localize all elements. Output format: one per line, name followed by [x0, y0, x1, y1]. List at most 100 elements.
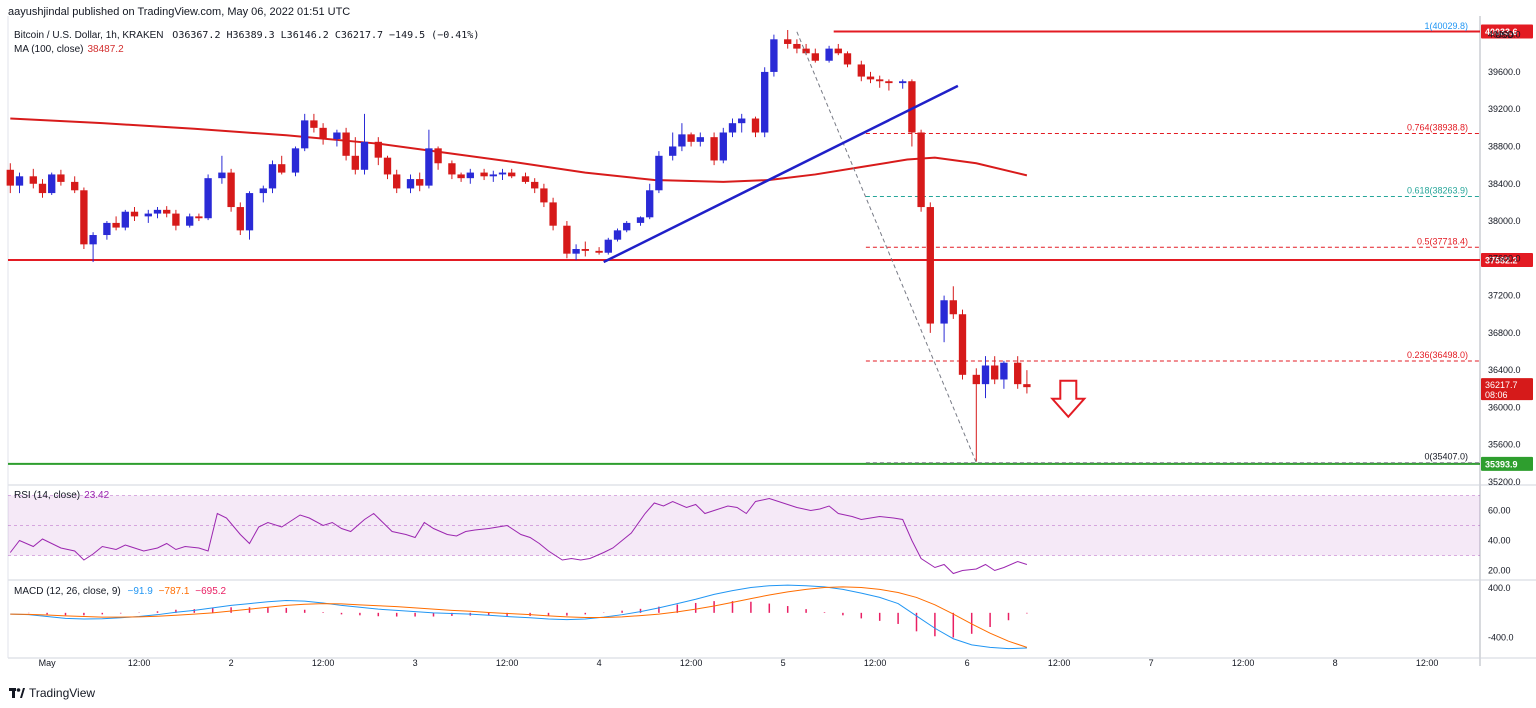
- time-tick-label: 2: [229, 658, 234, 668]
- candle-body: [991, 365, 999, 380]
- candle-body: [908, 81, 916, 133]
- tradingview-logo-icon: [9, 688, 25, 698]
- fib-level-label: 0(35407.0): [1424, 452, 1468, 462]
- candle-body: [130, 211, 139, 217]
- ma-value: 38487.2: [87, 44, 124, 55]
- time-tick-label: May: [39, 658, 57, 668]
- rsi-band: [8, 495, 1480, 556]
- time-tick-label: 6: [965, 658, 970, 668]
- candle-body: [434, 148, 442, 164]
- macd-legend: MACD (12, 26, close, 9) −91.9 −787.1 −69…: [14, 586, 226, 597]
- candle-body: [678, 134, 686, 147]
- time-tick-label: 12:00: [1416, 658, 1439, 668]
- macd-tick-label: -400.0: [1488, 633, 1514, 643]
- macd-value: −91.9: [127, 586, 153, 597]
- macd-hist-value: −695.2: [195, 586, 227, 597]
- publisher-line: aayushjindal published on TradingView.co…: [8, 6, 351, 18]
- candle-body: [121, 211, 129, 228]
- drawings-layer: [603, 31, 1087, 463]
- candle-body: [466, 172, 474, 179]
- candle-body: [623, 222, 631, 231]
- macd-signal-value: −787.1: [158, 586, 190, 597]
- candle-body: [802, 48, 810, 54]
- tradingview-footer[interactable]: TradingView: [9, 686, 95, 700]
- candle-body: [38, 183, 47, 194]
- rsi-legend: RSI (14, close) 23.42: [14, 490, 109, 501]
- time-tick-label: 12:00: [680, 658, 703, 668]
- candle-body: [876, 79, 884, 82]
- candle-body: [301, 120, 309, 149]
- time-tick-label: 12:00: [864, 658, 887, 668]
- price-tick-label: 36400.0: [1488, 365, 1521, 375]
- candle-body: [793, 43, 801, 49]
- candle-body: [1023, 384, 1031, 388]
- candle-body: [655, 155, 663, 191]
- candle-body: [360, 141, 369, 170]
- candle-body: [940, 300, 948, 324]
- candle-body: [646, 190, 654, 218]
- candle-body: [728, 123, 737, 133]
- candle-body: [144, 213, 152, 217]
- fibonacci-levels: 1(40029.8) 0.764(38938.8) 0.618(38263.9) 0.…: [865, 21, 1480, 464]
- time-tick-label: 5: [781, 658, 786, 668]
- macd-tick-label: 400.0: [1488, 583, 1511, 593]
- currency-label: USD: [1495, 30, 1515, 40]
- candle-body: [498, 172, 507, 175]
- last-price-countdown: 08:06: [1485, 390, 1508, 400]
- macd-pane: [10, 584, 1028, 650]
- rsi-value: 23.42: [84, 490, 110, 501]
- candle-body: [811, 53, 819, 61]
- candle-body: [15, 176, 24, 186]
- candle-body: [613, 230, 622, 240]
- candle-body: [581, 249, 589, 251]
- time-tick-label: 3: [413, 658, 418, 668]
- tradingview-brand: TradingView: [29, 686, 96, 700]
- candle-body: [236, 207, 244, 231]
- chart-grid: [7, 16, 1536, 666]
- rsi-tick-label: 20.00: [1488, 566, 1511, 576]
- candle-body: [784, 39, 792, 44]
- candle-body: [531, 181, 539, 189]
- price-tick-label: 35200.0: [1488, 477, 1521, 487]
- last-price-badge: [1481, 378, 1533, 401]
- candle-body: [71, 181, 79, 191]
- candle-body: [103, 222, 111, 236]
- candle-body: [480, 172, 488, 177]
- candle-body: [29, 176, 37, 184]
- rsi-tick-label: 60.00: [1488, 506, 1511, 516]
- candle-body: [268, 164, 277, 189]
- down-arrow-icon: [1050, 379, 1087, 419]
- time-tick-label: 12:00: [1048, 658, 1071, 668]
- candle-body: [6, 169, 14, 186]
- price-level-badge: [1481, 456, 1533, 471]
- candle-body: [80, 190, 88, 245]
- rsi-tick-label: 40.00: [1488, 536, 1511, 546]
- candle-body: [825, 48, 833, 61]
- price-tick-label: 36000.0: [1488, 402, 1521, 412]
- candle-body: [972, 374, 980, 385]
- support-trendline: [603, 84, 959, 264]
- price-tick-label: 36800.0: [1488, 328, 1521, 338]
- candle-body: [549, 202, 557, 226]
- candle-body: [710, 137, 718, 161]
- candle-body: [374, 141, 382, 158]
- candle-body: [245, 193, 254, 231]
- fib-level-label: 0.5(37718.4): [1417, 236, 1468, 246]
- candle-body: [448, 163, 456, 175]
- time-tick-label: 12:00: [312, 658, 335, 668]
- time-tick-label: 8: [1333, 658, 1338, 668]
- candle-body: [425, 148, 433, 186]
- candle-body: [508, 172, 516, 177]
- candle-body: [770, 39, 778, 72]
- time-tick-label: 4: [597, 658, 602, 668]
- ohlc-values: O36367.2 H36389.3 L36146.2 C36217.7 −149…: [172, 30, 480, 41]
- candle-body: [857, 64, 865, 77]
- candle-body: [195, 216, 203, 219]
- candle-body: [761, 71, 769, 133]
- candle-body: [687, 134, 695, 142]
- candle-body: [669, 146, 677, 156]
- axes-layer: 40000.039600.039200.038800.038400.038000…: [39, 30, 1533, 668]
- candle-body: [834, 48, 842, 54]
- candle-body: [540, 188, 548, 203]
